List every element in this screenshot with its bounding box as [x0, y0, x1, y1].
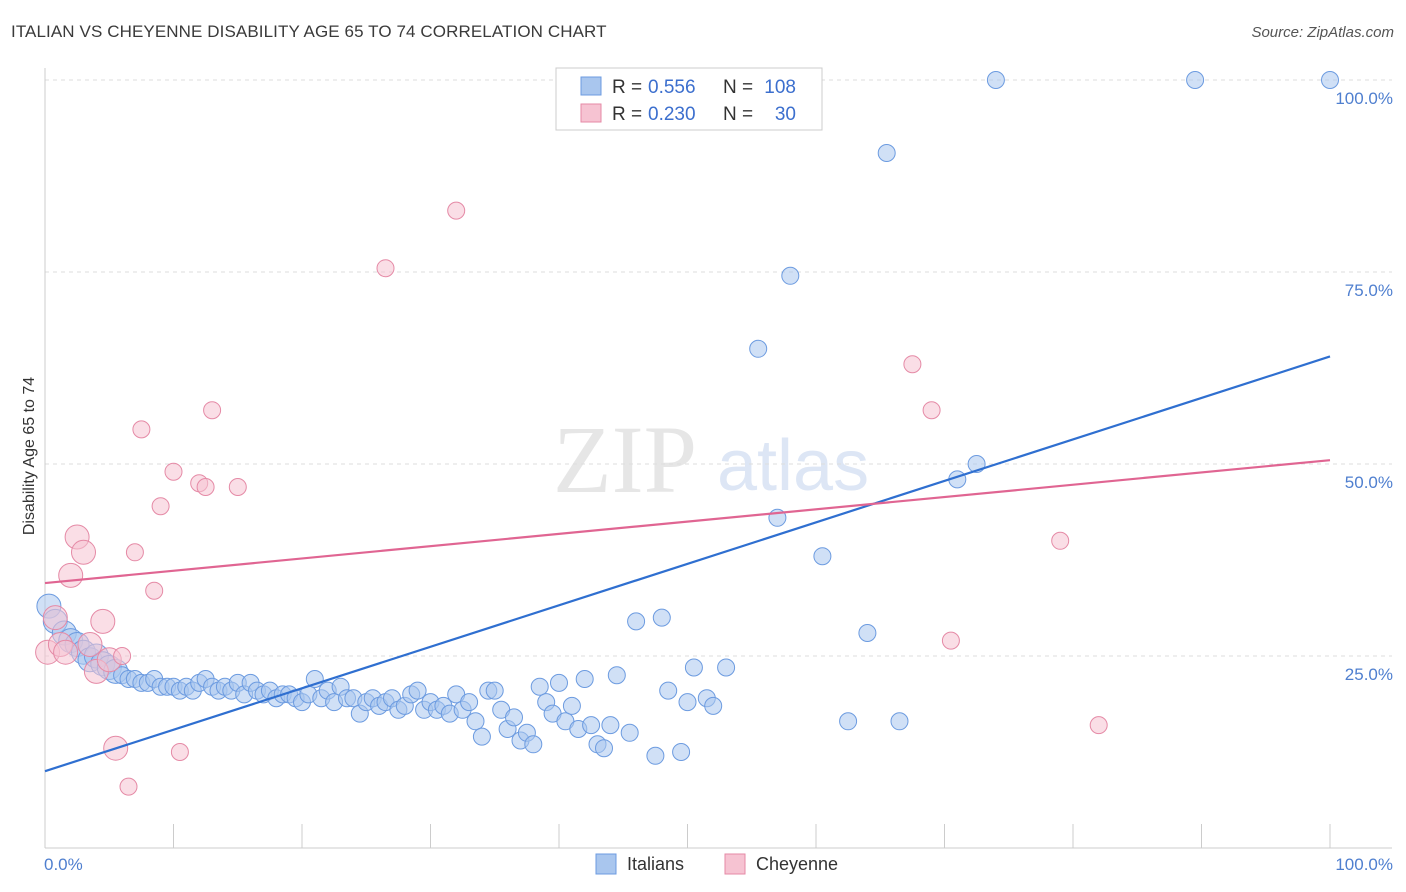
point-cheyenne-7 [77, 632, 103, 657]
correlation-legend: R = 0.556 N = 108 R = 0.230 N = 30 [555, 67, 823, 131]
point-cheyenne-29 [1051, 531, 1070, 550]
trend-lines [44, 355, 1331, 773]
trend-line-cheyenne [44, 459, 1331, 585]
legend-n-label-italians: N = [723, 77, 753, 98]
point-italians-87 [601, 716, 620, 735]
point-italians-102 [781, 266, 800, 285]
point-italians-83 [575, 670, 594, 688]
point-cheyenne-30 [1089, 716, 1108, 735]
bottom-legend-swatch-cheyenne [724, 853, 746, 875]
point-italians-103 [813, 547, 832, 566]
point-italians-99 [717, 658, 736, 677]
series-legend: Italians Cheyenne [595, 853, 838, 875]
point-cheyenne-9 [90, 608, 116, 634]
point-cheyenne-25 [447, 201, 466, 220]
point-cheyenne-22 [203, 401, 222, 420]
point-italians-105 [858, 624, 877, 642]
point-cheyenne-24 [376, 259, 395, 278]
point-italians-57 [408, 681, 427, 700]
point-cheyenne-23 [228, 478, 247, 496]
legend-n-label-cheyenne: N = [723, 104, 753, 125]
point-italians-69 [485, 681, 504, 700]
point-italians-111 [1186, 71, 1205, 89]
bottom-legend-swatch-italians [595, 853, 617, 875]
x-tick-label-100: 100.0% [1335, 855, 1393, 874]
x-tick-label-0: 0.0% [44, 855, 83, 874]
point-italians-107 [890, 712, 909, 731]
point-italians-104 [839, 712, 858, 731]
bottom-legend-label-italians: Italians [627, 854, 684, 874]
point-italians-93 [659, 681, 678, 700]
point-italians-67 [472, 727, 491, 746]
legend-n-value-cheyenne: 30 [775, 104, 796, 125]
legend-r-label-italians: R = [612, 77, 642, 98]
point-cheyenne-3 [53, 639, 79, 665]
legend-swatch-italians [580, 76, 602, 96]
watermark-atlas: atlas [717, 426, 869, 506]
legend-swatch-cheyenne [580, 103, 602, 123]
legend-r-label-cheyenne: R = [612, 104, 642, 125]
point-cheyenne-19 [170, 743, 189, 761]
point-italians-65 [460, 693, 479, 712]
data-points [35, 71, 1339, 796]
point-cheyenne-1 [42, 605, 68, 631]
chart-source: Source: ZipAtlas.com [1251, 24, 1394, 41]
y-axis-label: Disability Age 65 to 74 [21, 377, 38, 535]
point-italians-100 [749, 339, 768, 358]
point-italians-84 [582, 716, 601, 735]
point-italians-94 [672, 743, 691, 761]
y-tick-label-25: 25.0% [1345, 665, 1393, 684]
point-italians-96 [684, 658, 703, 677]
point-cheyenne-13 [119, 777, 138, 796]
point-italians-91 [646, 746, 665, 765]
point-cheyenne-27 [922, 401, 941, 420]
point-italians-95 [678, 693, 697, 712]
legend-n-value-italians: 108 [764, 77, 796, 98]
point-italians-88 [607, 666, 626, 685]
point-italians-89 [620, 723, 639, 742]
point-cheyenne-4 [58, 562, 84, 588]
point-cheyenne-21 [196, 478, 215, 496]
point-cheyenne-14 [125, 543, 144, 562]
tick-labels: 25.0% 50.0% 75.0% 100.0% 0.0% 100.0% [44, 89, 1393, 874]
point-cheyenne-28 [941, 631, 960, 650]
legend-r-value-italians: 0.556 [648, 77, 696, 98]
point-italians-72 [505, 708, 523, 727]
point-cheyenne-17 [151, 497, 170, 516]
point-cheyenne-12 [113, 647, 132, 665]
point-cheyenne-26 [903, 355, 922, 374]
point-italians-112 [1321, 71, 1339, 89]
legend-r-value-cheyenne: 0.230 [648, 104, 696, 125]
point-italians-98 [704, 696, 723, 715]
point-cheyenne-16 [145, 581, 164, 600]
point-italians-90 [627, 612, 646, 631]
point-italians-75 [524, 735, 543, 754]
point-italians-92 [652, 608, 671, 627]
axes [44, 68, 1392, 849]
point-cheyenne-6 [71, 539, 96, 565]
point-italians-66 [466, 712, 485, 731]
y-tick-label-50: 50.0% [1345, 473, 1393, 492]
point-italians-81 [562, 696, 581, 715]
bottom-legend-label-cheyenne: Cheyenne [756, 854, 838, 874]
trend-line-italians [44, 355, 1331, 773]
point-italians-76 [530, 677, 549, 696]
chart-title: ITALIAN VS CHEYENNE DISABILITY AGE 65 TO… [11, 22, 607, 41]
point-italians-86 [595, 739, 613, 758]
y-tick-label-100: 100.0% [1335, 89, 1393, 108]
point-cheyenne-18 [164, 462, 183, 481]
y-tick-label-75: 75.0% [1345, 281, 1393, 300]
point-cheyenne-15 [132, 420, 151, 439]
grid-lines [45, 79, 1392, 657]
watermark-zip: ZIP [553, 406, 697, 513]
point-italians-110 [986, 71, 1005, 89]
point-italians-106 [877, 144, 896, 162]
point-italians-79 [550, 673, 568, 692]
